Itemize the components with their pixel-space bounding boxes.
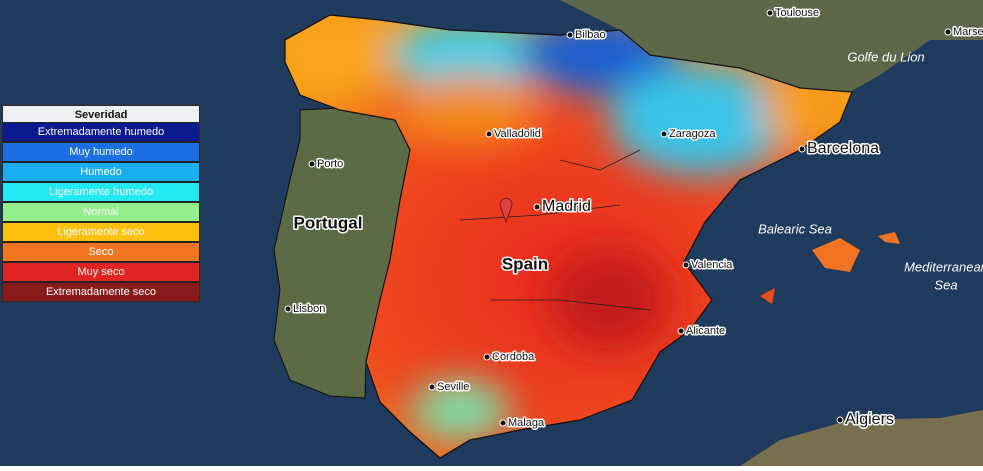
sea-label: Mediterranean	[904, 259, 983, 274]
legend-swatch	[3, 123, 199, 141]
legend-label: Seco	[88, 246, 113, 258]
legend-label: Ligeramente humedo	[49, 186, 153, 198]
legend-label: Normal	[83, 206, 118, 218]
city-label: Seville	[437, 381, 469, 393]
legend-label: Extremadamente humedo	[38, 126, 165, 138]
legend-swatch	[3, 243, 199, 261]
spain-border	[284, 14, 853, 459]
africa-land	[740, 410, 983, 466]
city-label: Zaragoza	[669, 128, 716, 140]
city-dot	[677, 327, 685, 335]
city-label: Valladolid	[494, 128, 541, 140]
legend-swatch	[3, 163, 199, 181]
city-dot	[483, 353, 491, 361]
city-label: Cordoba	[492, 351, 535, 363]
city-dot	[682, 261, 690, 269]
legend-label: Muy seco	[77, 266, 124, 278]
city-dot	[566, 31, 574, 39]
legend-label: Muy humedo	[69, 146, 133, 158]
legend-label: Humedo	[80, 166, 122, 178]
legend: Severidad Extremadamente humedo Muy humedo…	[1, 104, 201, 303]
city-dot	[660, 130, 668, 138]
legend-swatch	[3, 263, 199, 281]
location-pin[interactable]	[499, 197, 513, 224]
sea-label: Golfe du Lion	[847, 49, 924, 64]
country-label: Portugal	[294, 213, 363, 232]
city-label: Marse	[953, 26, 983, 38]
city-label: Porto	[317, 158, 343, 170]
city-label: Lisbon	[293, 303, 325, 315]
legend-swatch	[3, 223, 199, 241]
city-label: Madrid	[542, 198, 591, 215]
city-dot	[284, 305, 292, 313]
region-borders	[459, 149, 651, 311]
city-dot	[944, 28, 952, 36]
city-label: Malaga	[508, 417, 545, 429]
city-label: Toulouse	[775, 7, 819, 19]
legend-swatch	[3, 203, 199, 221]
legend-title: Severidad	[75, 109, 128, 121]
legend-swatch	[3, 283, 199, 301]
city-dot	[836, 416, 844, 424]
legend-swatch	[3, 183, 199, 201]
sea-label: Sea	[934, 277, 957, 292]
city-dot	[308, 160, 316, 168]
city-label: Algiers	[845, 411, 894, 428]
menorca	[878, 232, 900, 244]
city-label: Bilbao	[575, 29, 606, 41]
legend-swatch	[3, 143, 199, 161]
legend-label: Ligeramente seco	[57, 226, 144, 238]
city-label: Alicante	[686, 325, 725, 337]
city-dot	[766, 9, 774, 17]
country-label: Spain	[502, 254, 548, 273]
city-dot	[798, 145, 806, 153]
city-label: Valencia	[691, 259, 733, 271]
legend-label: Extremadamente seco	[46, 286, 156, 298]
mallorca	[812, 238, 860, 272]
sea-label: Balearic Sea	[758, 221, 832, 236]
ibiza	[760, 288, 775, 304]
city-dot	[485, 130, 493, 138]
city-label: Barcelona	[807, 140, 879, 157]
city-dot	[499, 419, 507, 427]
labels: Toulouse Marse Bilbao Valladolid Zaragoza Bar…	[284, 5, 983, 430]
france-land	[560, 0, 983, 92]
legend-title-bg	[3, 106, 199, 122]
city-dot	[428, 383, 436, 391]
city-dot	[533, 203, 541, 211]
